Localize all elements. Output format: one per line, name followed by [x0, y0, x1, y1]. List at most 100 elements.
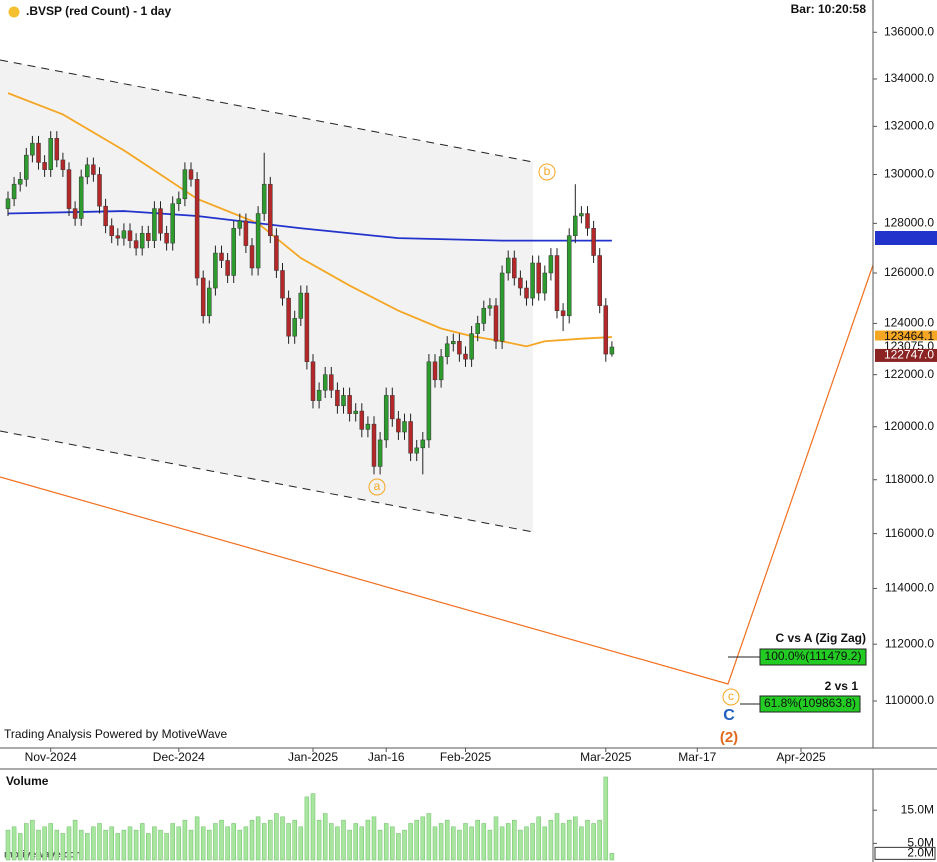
- ma-price-box: [875, 231, 937, 245]
- candle-body: [200, 277, 206, 317]
- candle-body: [463, 353, 468, 360]
- volume-bar: [414, 819, 419, 861]
- volume-bar: [548, 819, 554, 861]
- volume-bar: [530, 823, 535, 861]
- volume-bar: [444, 819, 450, 861]
- candle-body: [475, 323, 480, 334]
- candle-body: [335, 389, 340, 407]
- candle-body: [97, 174, 102, 207]
- volume-bar: [91, 826, 96, 861]
- wave-circle: [722, 688, 740, 706]
- y-tick-label: 124000.0: [884, 316, 934, 330]
- candle-body: [237, 220, 243, 229]
- candle-body: [5, 198, 11, 209]
- volume-bar: [542, 826, 548, 861]
- candle-body: [396, 418, 401, 433]
- y-tick-label: 112000.0: [885, 636, 934, 650]
- candle-body: [286, 297, 291, 337]
- candle-body: [603, 305, 609, 355]
- volume-bar: [396, 833, 401, 861]
- volume-bar: [353, 823, 358, 861]
- candle-body: [292, 318, 297, 337]
- candle-body: [11, 183, 17, 200]
- candle-body: [512, 257, 517, 279]
- volume-bar: [268, 819, 273, 861]
- candle-body: [249, 245, 255, 269]
- y-tick-label: 130000.0: [884, 167, 934, 181]
- volume-title: Volume: [6, 774, 49, 788]
- x-tick-label: Feb-2025: [440, 750, 492, 764]
- plot: [5, 92, 615, 475]
- volume-bar: [188, 829, 194, 861]
- volume-bar: [304, 796, 310, 861]
- price-label: 122747.0: [884, 348, 934, 362]
- volume-bar: [72, 819, 78, 861]
- volume-bar: [463, 823, 468, 861]
- volume-bar: [603, 776, 609, 861]
- x-tick-label: Mar-2025: [580, 750, 632, 764]
- wave-label: c: [728, 689, 734, 703]
- candle-body: [139, 232, 145, 249]
- volume-bar: [481, 823, 487, 861]
- candle-body: [329, 374, 334, 391]
- candle-body: [383, 395, 389, 441]
- candle-body: [127, 230, 133, 241]
- y-tick-label: 110000.0: [885, 693, 934, 707]
- candle-body: [377, 439, 383, 467]
- volume-bar: [103, 829, 108, 861]
- candle-body: [481, 307, 487, 324]
- volume-bar: [566, 819, 572, 861]
- chart-title: .BVSP (red Count) - 1 day: [26, 4, 171, 18]
- candle-body: [432, 361, 438, 381]
- candle-body: [597, 255, 602, 306]
- price-label-box: [875, 348, 937, 362]
- candle-body: [499, 272, 505, 342]
- box-label: 61.8%(109863.8): [764, 696, 856, 710]
- volume-bar: [213, 823, 218, 861]
- price-label-box: [875, 330, 937, 344]
- volume-bar: [560, 823, 566, 861]
- candle-body: [280, 270, 285, 299]
- volume-bar: [292, 819, 297, 861]
- box-title: 2 vs 1: [825, 679, 859, 693]
- candle-body: [469, 333, 474, 360]
- volume-bar: [182, 819, 188, 861]
- candle-body: [316, 389, 322, 401]
- volume-bar: [554, 813, 560, 861]
- volume-bar: [207, 829, 212, 861]
- volume-bar: [243, 826, 249, 861]
- volume-bar: [451, 826, 456, 861]
- candle-body: [24, 154, 29, 180]
- volume-bar: [109, 826, 114, 861]
- candle-body: [225, 260, 230, 276]
- volume-bar: [359, 826, 365, 861]
- candle-body: [591, 228, 596, 256]
- wave-label: b: [544, 164, 551, 178]
- y-tick-label: 128000.0: [884, 216, 934, 230]
- candle-body: [554, 255, 560, 311]
- candle-body: [243, 220, 249, 246]
- volume-bar: [170, 823, 175, 861]
- volume-bar: [30, 819, 35, 861]
- x-tick-label: Jan-2025: [288, 750, 338, 764]
- candle-body: [121, 230, 127, 239]
- candle-body: [42, 162, 47, 170]
- volume-bar: [597, 819, 602, 861]
- candle-body: [536, 262, 541, 294]
- candle-body: [518, 277, 523, 289]
- volume-bar: [310, 793, 316, 861]
- volume-bar: [591, 823, 596, 861]
- volume-bar: [97, 823, 102, 861]
- candle-body: [609, 346, 615, 355]
- volume-bar: [176, 826, 182, 861]
- volume-bar: [322, 813, 328, 861]
- volume-bar: [298, 826, 304, 861]
- volume-bar: [383, 823, 389, 861]
- y-tick-label: 118000.0: [885, 472, 934, 486]
- candle-body: [255, 213, 261, 269]
- volume-bar: [42, 826, 47, 861]
- volume-bar: [524, 826, 529, 861]
- volume-bar: [579, 826, 584, 861]
- volume-bar: [237, 829, 243, 861]
